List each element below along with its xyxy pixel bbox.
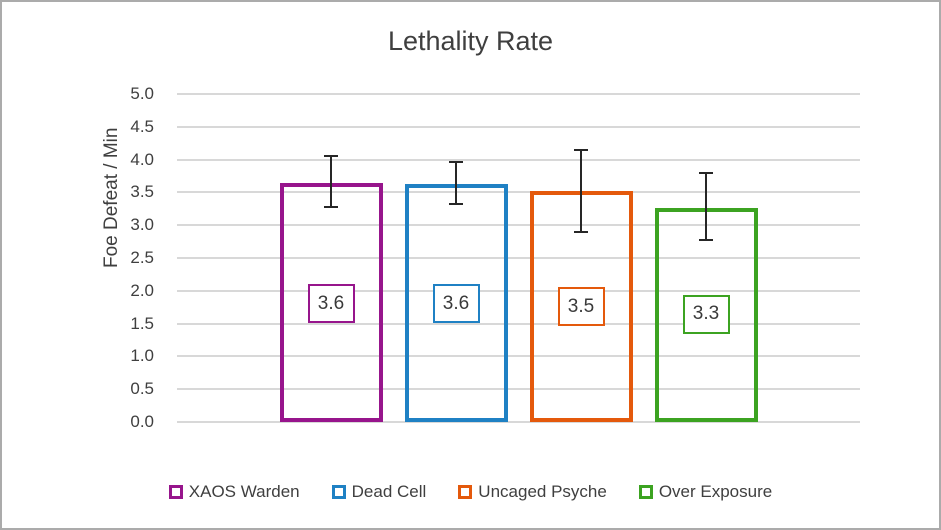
data-label-uncaged-psyche: 3.5 bbox=[557, 287, 605, 327]
chart-title: Lethality Rate bbox=[387, 26, 554, 56]
gridline bbox=[177, 257, 860, 259]
y-axis-tick-label: 2.0 bbox=[130, 280, 154, 300]
y-axis-tick-label: 0.5 bbox=[130, 379, 154, 399]
y-axis-tick-label: 0.0 bbox=[130, 412, 154, 431]
gridline bbox=[177, 158, 860, 161]
error-bar-over-exposure bbox=[705, 172, 707, 241]
error-bar-xaos-warden bbox=[330, 156, 332, 208]
gridline bbox=[177, 355, 860, 358]
y-axis-tick-label: 2.5 bbox=[130, 248, 154, 267]
error-bar-cap-top bbox=[324, 155, 338, 158]
legend-swatch-icon bbox=[638, 485, 653, 499]
gridline bbox=[177, 125, 860, 128]
gridline bbox=[177, 93, 860, 95]
y-axis-tick-label: 4.0 bbox=[130, 149, 154, 169]
error-bar-dead-cell bbox=[455, 161, 457, 205]
y-axis-tick-labels: 0.0 0.5 1.0 1.5 2.0 2.5 3.0 3.5 4.0 4.5 5.0 bbox=[2, 2, 154, 528]
gridline bbox=[177, 191, 860, 194]
legend-item-uncaged-psyche: Uncaged Psyche bbox=[458, 482, 607, 502]
error-bar-cap-top bbox=[699, 171, 713, 174]
legend-label: Uncaged Psyche bbox=[478, 482, 607, 501]
gridline bbox=[177, 388, 860, 391]
y-axis-tick-label: 3.5 bbox=[130, 182, 154, 202]
error-bar-cap-top bbox=[449, 160, 463, 163]
gridline bbox=[177, 322, 860, 325]
legend: XAOS Warden Dead Cell Uncaged Psyche Over E… bbox=[2, 482, 939, 502]
legend-label: Over Exposure bbox=[658, 482, 773, 501]
data-label-xaos-warden: 3.6 bbox=[307, 284, 355, 324]
y-axis-tick-label: 5.0 bbox=[130, 84, 154, 103]
error-bar-cap-top bbox=[574, 148, 588, 151]
data-label-over-exposure: 3.3 bbox=[682, 294, 730, 334]
legend-swatch-icon bbox=[331, 485, 346, 499]
legend-item-over-exposure: Over Exposure bbox=[638, 482, 773, 502]
legend-swatch-icon bbox=[168, 485, 183, 499]
data-label-dead-cell: 3.6 bbox=[432, 284, 480, 324]
error-bar-cap-bottom bbox=[324, 206, 338, 209]
error-bar-cap-bottom bbox=[574, 231, 588, 234]
error-bar-uncaged-psyche bbox=[580, 149, 582, 233]
legend-swatch-icon bbox=[458, 485, 473, 499]
legend-item-xaos-warden: XAOS Warden bbox=[168, 482, 300, 502]
legend-label: XAOS Warden bbox=[188, 482, 300, 501]
error-bar-cap-bottom bbox=[449, 203, 463, 206]
y-axis-tick-label: 1.0 bbox=[130, 346, 154, 366]
gridline bbox=[177, 289, 860, 292]
legend-label: Dead Cell bbox=[351, 482, 427, 501]
y-axis-tick-label: 4.5 bbox=[130, 116, 154, 136]
legend-item-dead-cell: Dead Cell bbox=[331, 482, 427, 502]
y-axis-tick-label: 3.0 bbox=[130, 215, 154, 235]
gridline bbox=[177, 224, 860, 227]
plot-area: 3.6 3.6 3.5 3.3 bbox=[177, 93, 860, 423]
error-bar-cap-bottom bbox=[699, 239, 713, 242]
y-axis-tick-label: 1.5 bbox=[130, 313, 154, 333]
gridline bbox=[177, 421, 860, 423]
